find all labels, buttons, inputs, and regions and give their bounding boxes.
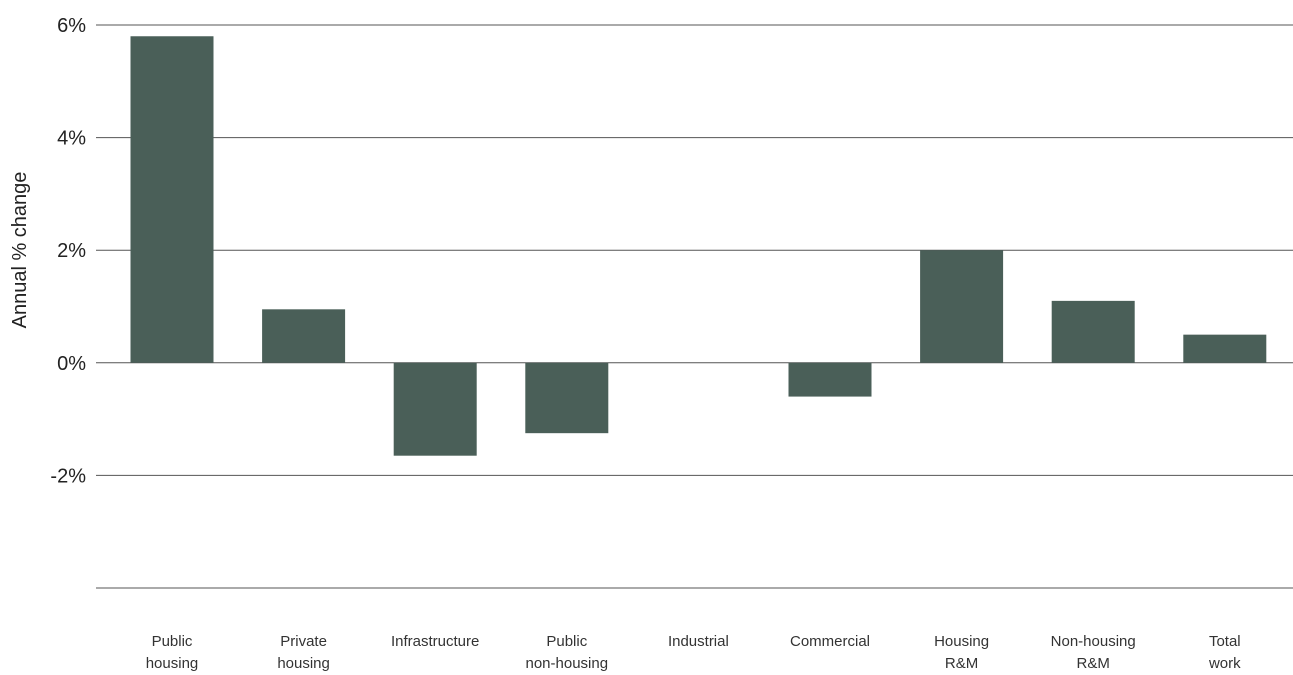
y-tick-labels: 6% 4% 2% 0% -2% (50, 15, 86, 487)
category-label: Public housing (146, 633, 199, 672)
category-label: Total work (1208, 633, 1241, 672)
bar (1051, 300, 1135, 363)
category-labels: Public housing Private housing Infrastructur… (146, 633, 1241, 672)
bar (393, 362, 477, 456)
category-label: Public non-housing (526, 633, 609, 672)
bar (525, 362, 609, 434)
bar (788, 362, 872, 397)
bar (130, 36, 214, 363)
y-tick-label: -2% (50, 465, 86, 487)
y-tick-label: 4% (57, 128, 86, 150)
y-tick-label: 0% (57, 353, 86, 375)
category-label: Private housing (277, 633, 330, 672)
bars (130, 36, 1267, 456)
category-label: Industrial (668, 633, 729, 650)
y-tick-label: 2% (57, 240, 86, 262)
category-label: Infrastructure (391, 633, 479, 650)
y-tick-label: 6% (57, 15, 86, 37)
bar (262, 309, 346, 363)
bar (1183, 334, 1267, 363)
y-axis-title: Annual % change (9, 172, 31, 329)
category-label: Commercial (790, 633, 870, 650)
bar (920, 250, 1004, 363)
category-label: Non-housing R&M (1051, 633, 1136, 672)
category-label: Housing R&M (934, 633, 989, 672)
